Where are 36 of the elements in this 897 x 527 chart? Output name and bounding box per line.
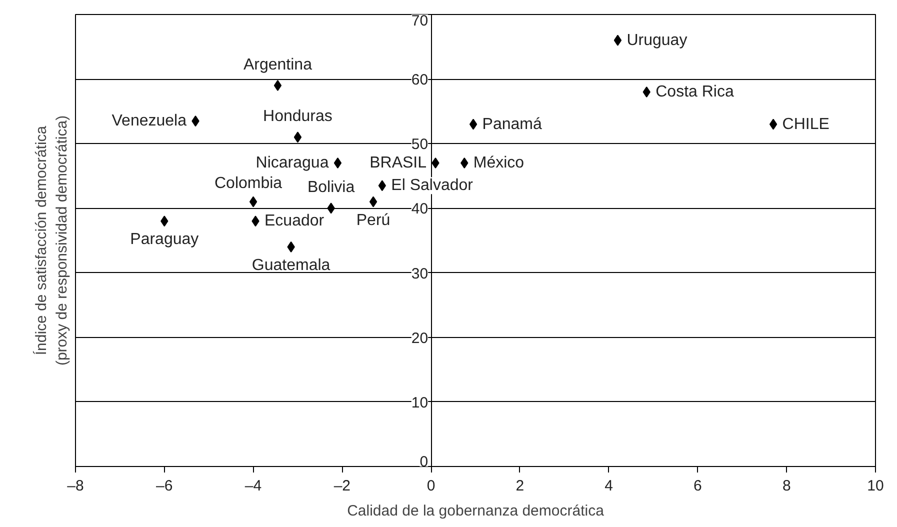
y-tick-label: 30	[411, 265, 428, 282]
y-tick-label: 70	[411, 12, 428, 30]
x-tick-label: –8	[67, 478, 84, 494]
y-tick-label: 10	[411, 394, 428, 412]
x-tick-label: –6	[156, 478, 173, 494]
y-tick-label: 20	[411, 330, 428, 347]
annotation: CHILE	[782, 116, 830, 133]
annotation: Guatemala	[252, 256, 330, 274]
y-axis-title: Índice de satisfacción democrática (proxy de responsividad democrática)	[32, 115, 70, 366]
annotation: Bolivia	[307, 179, 355, 196]
annotation: Ecuador	[264, 212, 325, 230]
annotation: Costa Rica	[656, 83, 734, 100]
annotation: Colombia	[214, 174, 282, 192]
x-tick-label: 8	[782, 478, 791, 494]
annotation: Perú	[356, 212, 390, 229]
annotation: Venezuela	[112, 112, 187, 130]
annotation: Nicaragua	[256, 154, 329, 172]
y-tick-label: 60	[411, 72, 428, 89]
x-tick-label: 4	[604, 478, 614, 494]
annotation: Panamá	[482, 116, 542, 133]
annotation: Honduras	[263, 108, 332, 126]
annotation: México	[473, 154, 524, 172]
x-tick-label: 10	[867, 478, 884, 494]
x-tick-label: –2	[334, 478, 351, 494]
annotation: El Salvador	[391, 177, 474, 194]
annotation: Uruguay	[626, 32, 688, 49]
annotation: Paraguay	[130, 231, 199, 248]
annotation: BRASIL	[370, 154, 427, 172]
y-tick-label: 50	[411, 136, 428, 154]
x-tick-label: 2	[516, 478, 524, 494]
x-tick-label: 6	[694, 478, 702, 494]
annotation: Argentina	[243, 56, 312, 74]
y-tick-label: 0	[420, 454, 428, 470]
x-tick-label: –4	[244, 478, 262, 494]
y-tick-label: 40	[411, 200, 428, 218]
x-axis-title: Calidad de la gobernanza democrática	[347, 502, 605, 520]
